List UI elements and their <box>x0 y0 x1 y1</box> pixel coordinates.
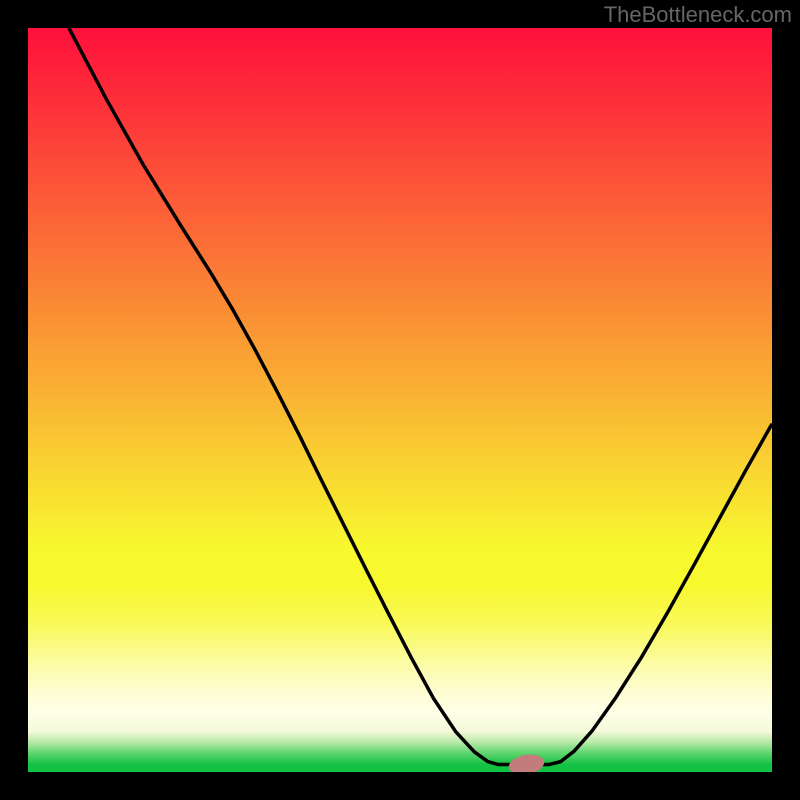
watermark-text: TheBottleneck.com <box>604 2 792 28</box>
gradient-background <box>28 28 772 772</box>
plot-area <box>28 28 772 772</box>
chart-frame: { "watermark": { "text": "TheBottleneck.… <box>0 0 800 800</box>
chart-svg <box>28 28 772 772</box>
